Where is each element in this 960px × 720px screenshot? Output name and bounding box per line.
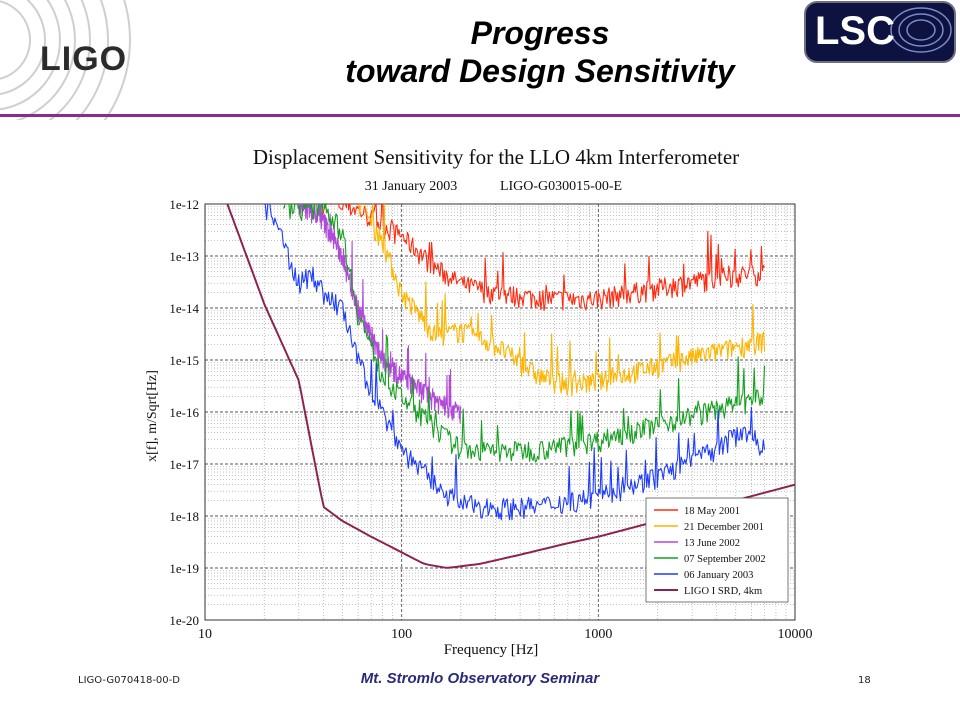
series-line-2 (358, 204, 766, 397)
sensitivity-chart: Displacement Sensitivity for the LLO 4km… (146, 145, 813, 658)
legend-label-1: 18 May 2001 (684, 506, 740, 517)
footer-page-number: 18 (858, 675, 871, 686)
series-line-3 (298, 204, 462, 424)
y-tick-label: 1e-13 (169, 249, 199, 264)
chart-title: Displacement Sensitivity for the LLO 4km… (253, 145, 739, 169)
y-tick-label: 1e-19 (169, 561, 199, 576)
page-title: Progress toward Design Sensitivity (250, 14, 830, 90)
series-line-5 (264, 204, 766, 521)
footer-seminar: Mt. Stromlo Observatory Seminar (360, 670, 600, 687)
y-tick-label: 1e-14 (169, 301, 199, 316)
x-tick-label: 1000 (584, 627, 612, 642)
legend-label-2: 21 December 2001 (684, 522, 764, 533)
y-tick-label: 1e-15 (169, 353, 199, 368)
x-axis-label: Frequency [Hz] (444, 642, 539, 658)
y-tick-label: 1e-12 (169, 197, 199, 212)
title-line-1: Progress (470, 15, 610, 51)
legend-box (645, 497, 789, 603)
title-line-2: toward Design Sensitivity (345, 53, 735, 89)
x-tick-label: 10000 (778, 627, 813, 642)
legend-label-3: 13 June 2002 (684, 538, 740, 549)
y-tick-label: 1e-20 (169, 613, 199, 628)
y-tick-label: 1e-18 (169, 509, 199, 524)
series-line-1 (322, 204, 765, 312)
background-arcs (0, 0, 131, 120)
x-tick-label: 100 (391, 627, 412, 642)
x-tick-label: 10 (198, 627, 212, 642)
series-line-4 (283, 204, 766, 463)
chart-panel: Displacement Sensitivity for the LLO 4km… (146, 126, 827, 664)
chart-subtitle-date: 31 January 2003 (365, 179, 458, 194)
grid (204, 203, 796, 621)
ligo-logo: LIGO (40, 40, 128, 78)
plot-border (204, 203, 796, 621)
y-axis-label: x[f], m/Sqrt[Hz] (146, 370, 160, 462)
legend: 18 May 2001 21 December 2001 13 June 2002 0… (645, 497, 789, 603)
plot-layer: 10 100 1000 10000 1e-12 1e-13 1e-14 1e-15 1e-16 1… (169, 197, 813, 642)
lsc-logo: LSC (804, 1, 956, 63)
legend-label-6: LIGO I SRD, 4km (684, 586, 762, 597)
y-tick-label: 1e-17 (169, 457, 199, 472)
footer-doc-id: LIGO-G070418-00-D (78, 675, 180, 686)
title-divider (0, 114, 960, 117)
legend-label-5: 06 January 2003 (684, 570, 753, 581)
lsc-logo-text: LSC (815, 9, 895, 53)
legend-label-4: 07 September 2002 (684, 554, 766, 565)
y-tick-label: 1e-16 (169, 405, 199, 420)
chart-subtitle-id: LIGO-G030015-00-E (500, 179, 622, 194)
